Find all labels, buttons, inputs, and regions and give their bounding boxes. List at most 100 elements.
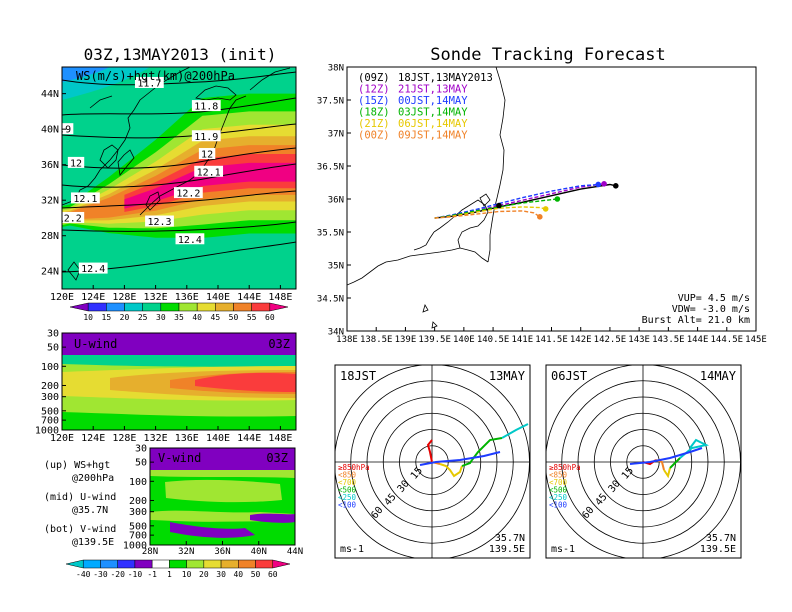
track-legend-jst: 06JST,14MAY xyxy=(398,118,468,130)
map-x-tick-label: 132E xyxy=(144,292,168,303)
uwind-x-ticks: 120E 124E 128E 132E 136E 140E 144E 148E xyxy=(50,426,292,444)
contour-label-bg xyxy=(194,165,224,177)
track-lines xyxy=(434,181,619,220)
vwind-colorbar-swatch xyxy=(65,559,84,569)
hodo-level-label: <100 xyxy=(549,501,568,510)
vwind-colorbar-label: 60 xyxy=(268,570,278,579)
hodo-left-date: 13MAY xyxy=(489,369,526,383)
vwind-colorbar-label: 50 xyxy=(251,570,261,579)
uwind-time: 03Z xyxy=(268,337,290,351)
note-up-level: @200hPa xyxy=(72,473,114,484)
vwind-colorbar-swatch xyxy=(169,559,187,569)
hodo-level-label: <500 xyxy=(549,486,568,495)
map-y-tick-label: 32N xyxy=(41,196,59,207)
ws-colorbar-swatch xyxy=(251,302,271,312)
track-legend-utc: (12Z) xyxy=(358,84,390,96)
map-y-tick-label: 24N xyxy=(41,267,59,278)
vwind-colorbar-swatch xyxy=(220,559,239,569)
track-x-tick-label: 141.5E xyxy=(535,335,568,345)
contour-label: 11.9 xyxy=(194,132,218,143)
hodo-left-level-legend: ≥850hPa<850<700<500<250<100 xyxy=(338,463,370,510)
hodo-level-label: <850 xyxy=(338,471,357,480)
vwind-colorbar-swatch xyxy=(255,559,274,569)
ws-colorbar-label: 30 xyxy=(156,313,166,322)
track-y-ticks: 34N 34.5N 35N 35.5N 36N 36.5N 37N 37.5N 38N xyxy=(317,64,351,338)
map-y-tick-label: 36N xyxy=(41,160,59,171)
contour-label: 11.8 xyxy=(194,102,218,113)
vwind-y-tick-label: 700 xyxy=(129,531,147,542)
uwind-y-tick-label: 300 xyxy=(41,392,59,403)
contour-label: 12 xyxy=(70,158,82,169)
vwind-y-tick-label: 30 xyxy=(135,444,147,455)
ws-map-panel: 11.7 11.8 .9 11.9 12 12 12.1 12.1 12.2 12.2 12.3 12… xyxy=(41,66,297,322)
contour-label: 12 xyxy=(201,150,213,161)
ws-colorbar-swatch xyxy=(142,302,162,312)
vwind-colorbar-label: -40 xyxy=(76,570,91,579)
map-x-tick-label: 120E xyxy=(50,292,74,303)
track-x-tick-label: 142.5E xyxy=(594,335,627,345)
vwind-y-tick-label: 1000 xyxy=(123,541,147,552)
contour-label: .9 xyxy=(59,125,71,136)
ws-colorbar-label: 35 xyxy=(174,313,184,322)
hodo-left-rings xyxy=(335,365,530,558)
uwind-label: U-wind xyxy=(74,337,117,351)
ws-colorbar-swatch xyxy=(178,302,198,312)
ws-colorbar-swatch xyxy=(215,302,234,312)
contour-label-bg xyxy=(62,123,74,135)
hodograph-left: 18JST 13MAY 35.7N 139.5E ms-1 ≥850hPa<85… xyxy=(334,364,531,559)
hodo-right-time: 06JST xyxy=(551,369,587,383)
vwind-x-tick-label: 40N xyxy=(251,547,267,557)
track-line-5 xyxy=(434,210,541,219)
track-line-2 xyxy=(434,183,599,219)
vwind-colorbar-swatch xyxy=(82,559,101,569)
uwind-y-tick-label: 500 xyxy=(41,406,59,417)
contour-label: 11.7 xyxy=(137,78,161,89)
note-bot: (bot) V-wind xyxy=(44,524,116,535)
map-y-tick-label: 40N xyxy=(41,125,59,136)
ws-colorbar-label: 40 xyxy=(192,313,202,322)
vwind-colorbar-label: 1 xyxy=(167,570,172,579)
note-bot-level: @139.5E xyxy=(72,537,114,548)
contour-label-bg xyxy=(134,76,164,88)
uwind-y-tick-label: 200 xyxy=(41,381,59,392)
ws-colorbar-label: 60 xyxy=(265,313,275,322)
uwind-x-tick-label: 128E xyxy=(112,433,136,444)
hodo-level-label: <250 xyxy=(338,493,357,502)
hodo-left-curve xyxy=(419,423,529,478)
track-x-tick-label: 138.5E xyxy=(360,335,393,345)
uwind-x-tick-label: 132E xyxy=(144,433,168,444)
note-mid: (mid) U-wind xyxy=(44,492,116,503)
track-legend-jst: 03JST,14MAY xyxy=(398,107,468,119)
vwind-y-tick-label: 300 xyxy=(129,507,147,518)
note-mid-level: @35.7N xyxy=(72,505,108,516)
map-x-tick-label: 136E xyxy=(175,292,199,303)
track-y-tick-label: 35N xyxy=(328,262,344,272)
contour-label-bg xyxy=(198,148,216,160)
vwind-x-ticks: 28N 32N 36N 40N 44N xyxy=(142,541,303,557)
track-x-tick-label: 139.5E xyxy=(418,335,451,345)
vwind-y-tick-label: 500 xyxy=(129,521,147,532)
track-param: VDW= -3.0 m/s xyxy=(672,304,750,315)
track-legend-utc: (18Z) xyxy=(358,107,390,119)
vwind-colorbar-label: -20 xyxy=(110,570,125,579)
track-x-tick-label: 138E xyxy=(336,335,358,345)
vwind-colorbar-label: 20 xyxy=(199,570,209,579)
track-legend-jst: 18JST,13MAY2013 xyxy=(398,72,493,84)
uwind-x-tick-label: 140E xyxy=(206,433,230,444)
ws-colorbar-swatch xyxy=(124,302,143,312)
track-legend-jst: 00JST,14MAY xyxy=(398,95,468,107)
uwind-y-tick-label: 1000 xyxy=(35,426,59,437)
vwind-x-tick-label: 32N xyxy=(178,547,194,557)
ws-colorbar-label: 25 xyxy=(138,313,148,322)
vwind-x-tick-label: 44N xyxy=(287,547,303,557)
height-contours xyxy=(62,71,296,273)
hodo-left-lon: 139.5E xyxy=(489,544,525,555)
ws-filled-contours xyxy=(62,67,296,238)
map-x-tick-label: 124E xyxy=(81,292,105,303)
track-x-tick-label: 139E xyxy=(395,335,417,345)
hodo-level-label: <500 xyxy=(338,486,357,495)
map-x-tick-label: 144E xyxy=(237,292,261,303)
vwind-colorbar-swatch xyxy=(100,559,118,569)
